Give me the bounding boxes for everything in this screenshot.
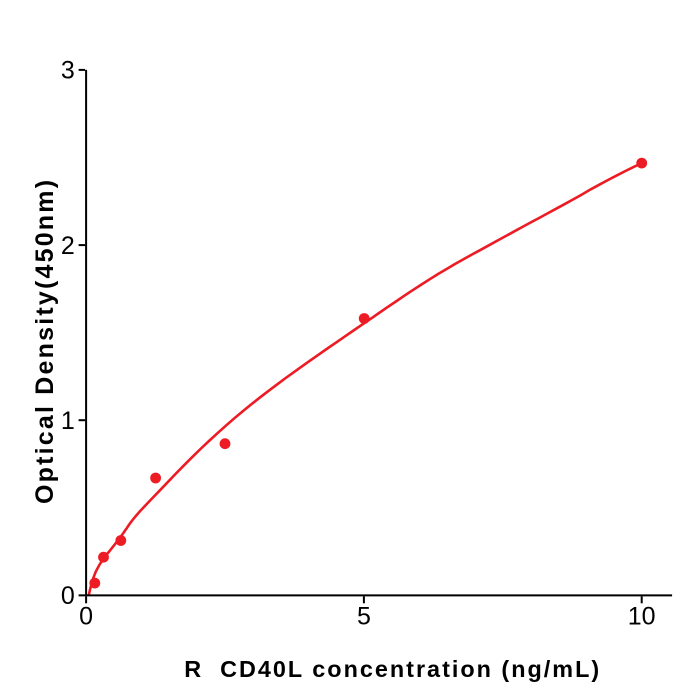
svg-text:0: 0 xyxy=(61,582,75,610)
svg-text:5: 5 xyxy=(357,603,371,631)
svg-text:Optical Density(450nm): Optical Density(450nm) xyxy=(31,178,59,504)
svg-text:1: 1 xyxy=(61,407,75,435)
svg-text:10: 10 xyxy=(628,603,656,631)
svg-text:0: 0 xyxy=(79,603,93,631)
svg-text:2: 2 xyxy=(61,232,75,260)
svg-text:R CD40L concentration (ng/mL): R CD40L concentration (ng/mL) xyxy=(184,656,601,682)
svg-text:3: 3 xyxy=(61,57,75,85)
